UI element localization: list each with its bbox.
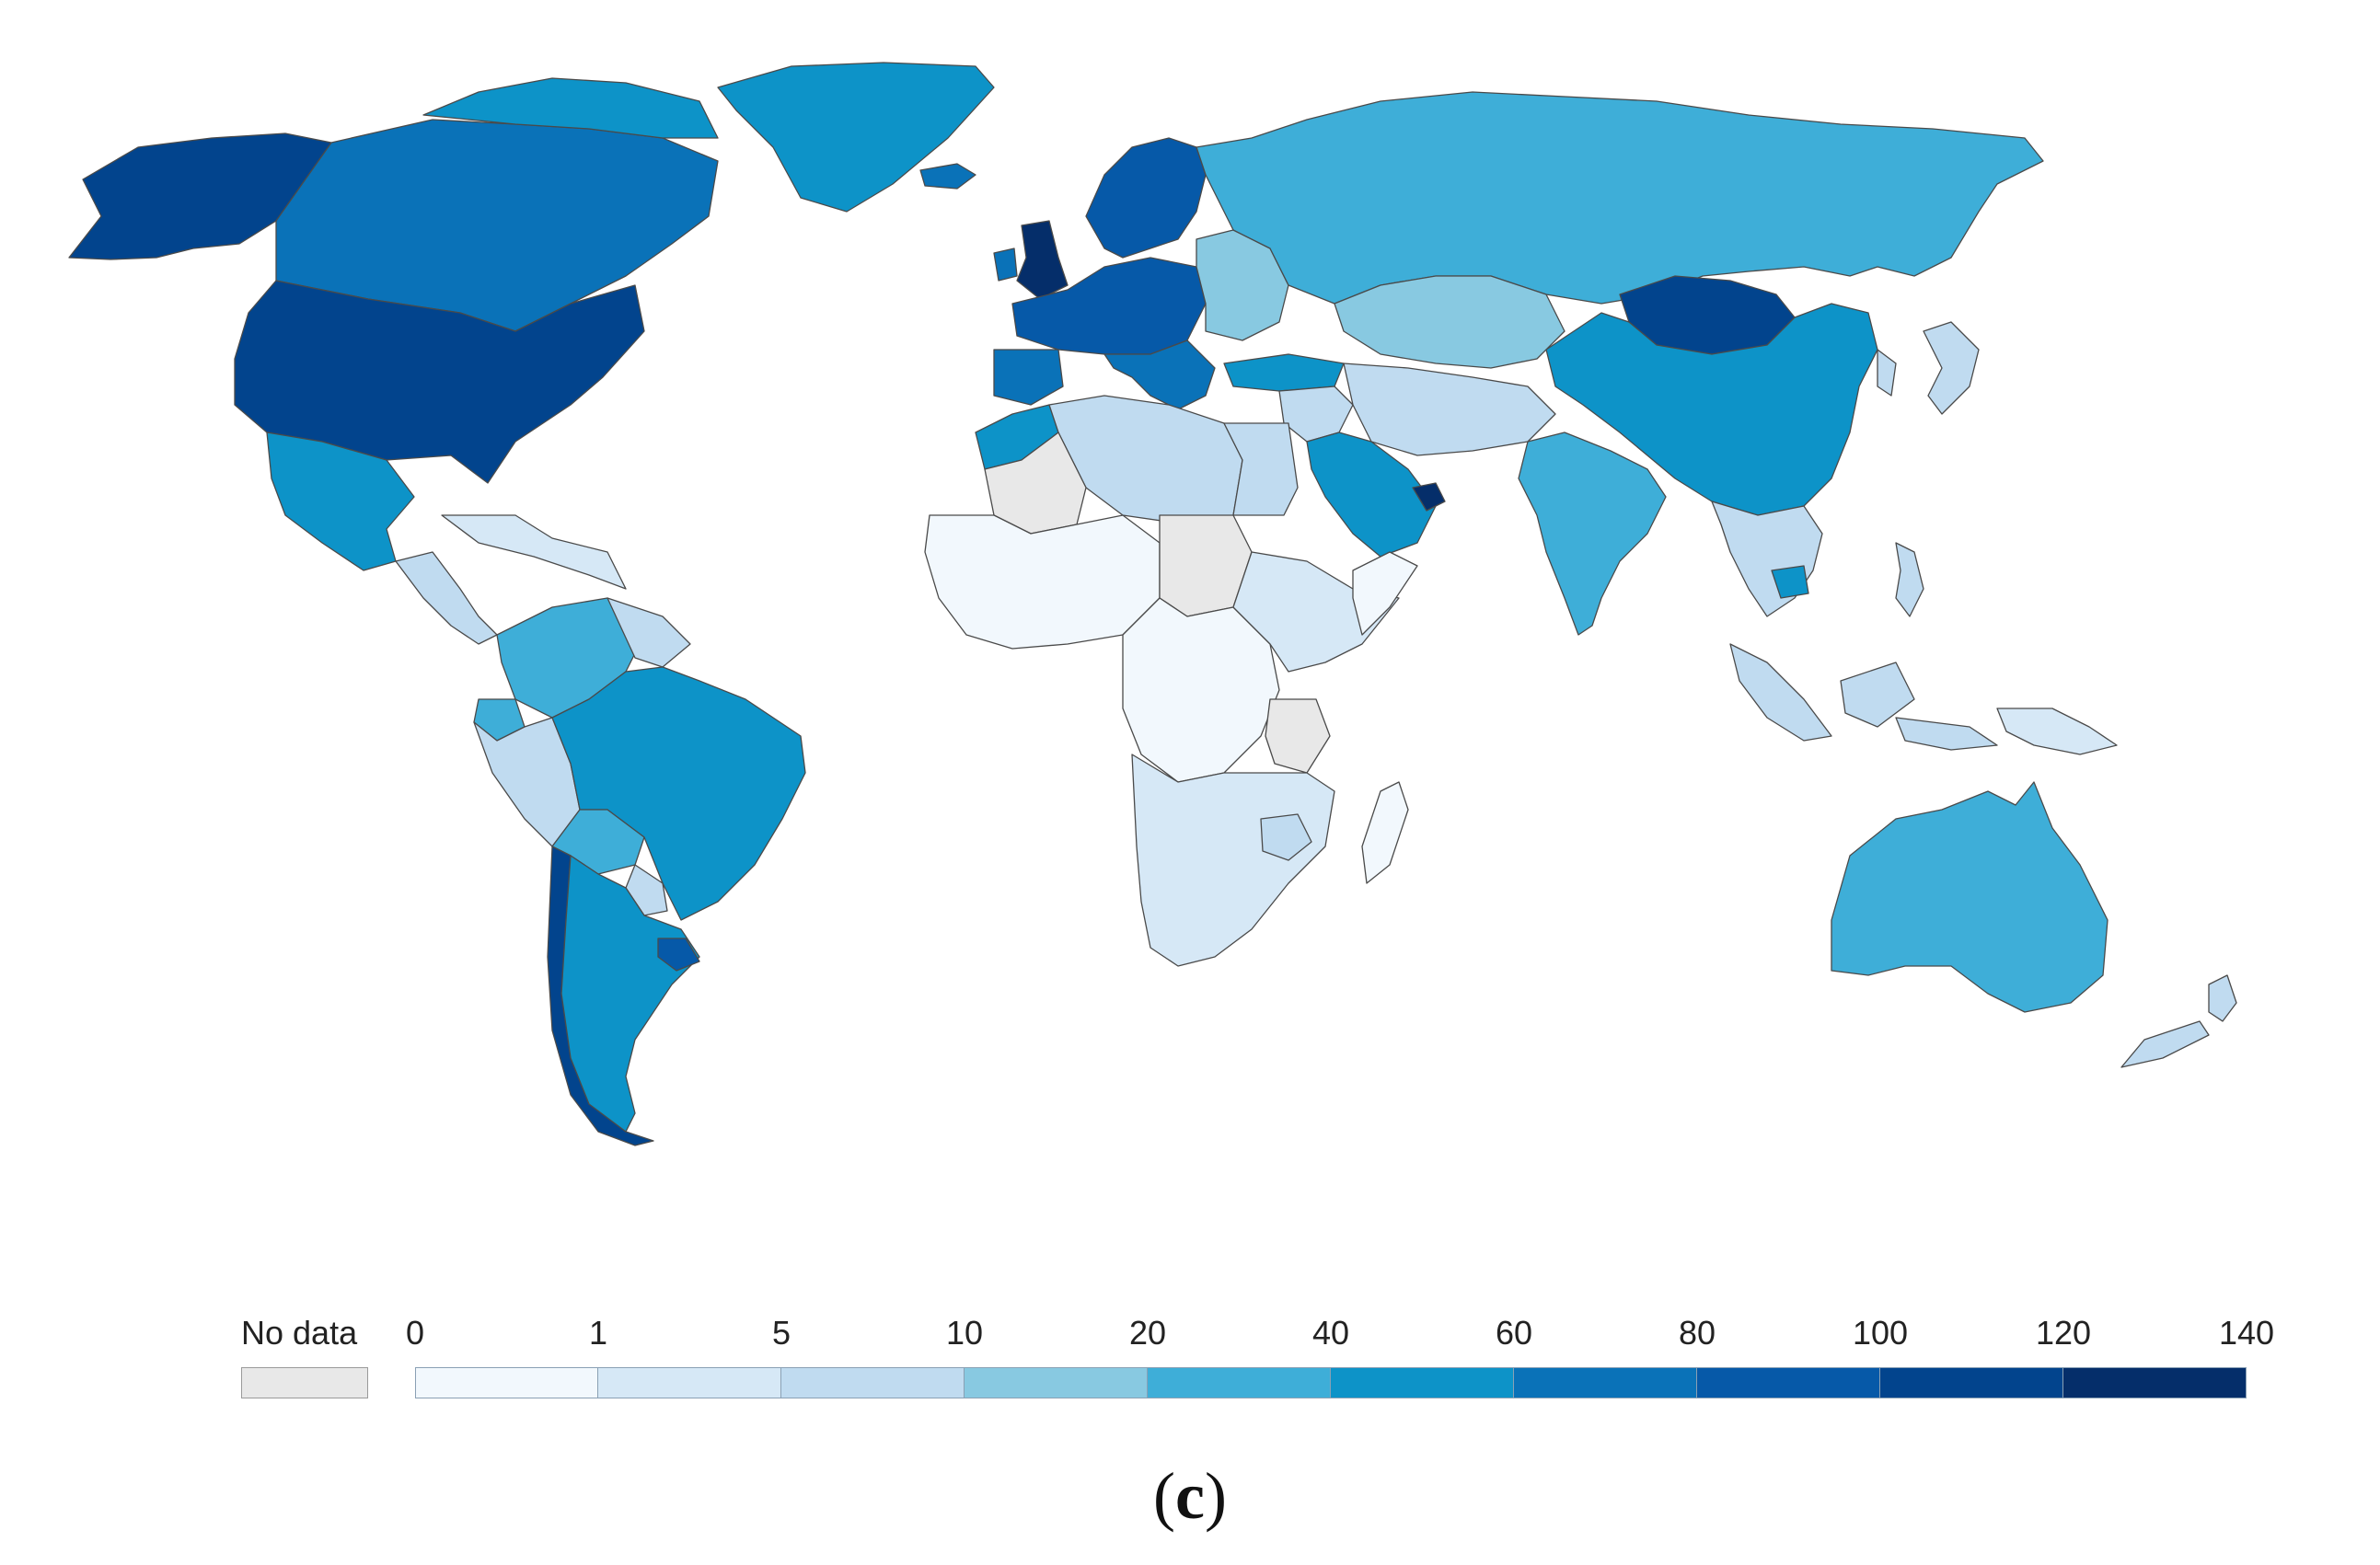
panel-caption: (c) [0,1458,2380,1535]
region-saudi-arabia [1306,432,1437,558]
region-australia [1831,781,2108,1013]
region-southern-africa [1131,754,1335,967]
legend-tick-label: 60 [1495,1314,1533,1352]
region-kazakhstan-central-asia [1334,275,1565,369]
caption-open-paren: ( [1153,1459,1176,1533]
region-iberia [993,349,1064,406]
region-iceland [919,163,976,190]
legend-tick-label: 10 [945,1314,984,1352]
region-egypt [1223,422,1299,516]
region-zimbabwe [1260,813,1312,861]
region-russia [1196,91,2044,305]
legend-tick-label: 140 [2218,1314,2275,1352]
region-uruguay [657,938,700,972]
region-uae [1412,482,1446,512]
region-iran-afghanistan [1343,362,1556,456]
region-india [1518,432,1667,636]
legend-segment [1880,1367,2063,1398]
region-papua [1996,708,2118,755]
legend-segment [1148,1367,1331,1398]
region-western-europe [1011,257,1207,355]
region-new-zealand [2120,974,2237,1068]
region-usa [234,280,645,484]
region-philippines [1895,542,1924,617]
legend-segment [965,1367,1148,1398]
region-central-america [395,551,498,645]
region-argentina [560,855,700,1133]
region-somalia [1352,551,1418,636]
region-southeast-asia [1711,501,1823,617]
legend-tick-label: 40 [1311,1314,1350,1352]
region-uk [1016,220,1069,300]
legend-tick-label: 0 [405,1314,425,1352]
caption-close-paren: ) [1204,1459,1227,1533]
region-italy-balkans [1103,339,1216,410]
legend-segment [598,1367,781,1398]
region-caribbean [441,514,627,590]
legend-color-scale [415,1367,2247,1398]
region-greenland [717,62,995,213]
region-canada-islands [422,77,719,139]
legend-segment [415,1367,598,1398]
legend-tick-label: 5 [771,1314,791,1352]
legend-segment [1331,1367,1514,1398]
legend-no-data-swatch [241,1367,368,1398]
legend-segment [1514,1367,1697,1398]
legend-tick-label: 80 [1678,1314,1716,1352]
region-korea-japan [1877,321,1980,415]
region-indonesia [1729,643,1998,751]
region-cambodia [1771,565,1809,599]
region-tanzania-nodata [1265,698,1331,774]
region-ireland [993,247,1018,282]
legend-tick-label: 20 [1128,1314,1167,1352]
region-scandinavia [1085,137,1207,259]
region-east-africa [1232,551,1400,673]
legend-tick-label: 1 [588,1314,608,1352]
region-guianas [607,597,691,668]
legend-segment [2063,1367,2247,1398]
legend-no-data-label: No data [241,1314,358,1352]
caption-letter: c [1175,1459,1205,1533]
legend-segment [1697,1367,1880,1398]
legend-segment [781,1367,965,1398]
region-madagascar [1361,781,1409,884]
region-turkey [1223,353,1345,392]
region-west-africa [924,514,1161,650]
legend-tick-label: 120 [2035,1314,2092,1352]
region-china [1545,303,1878,516]
legend-tick-label: 100 [1852,1314,1909,1352]
